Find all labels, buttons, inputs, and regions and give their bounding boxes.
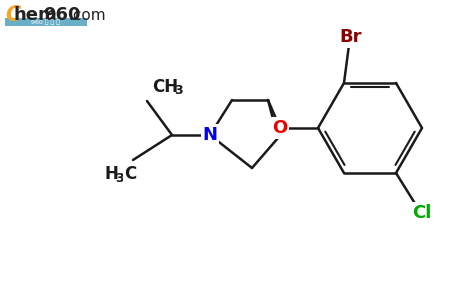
Text: Cl: Cl	[412, 204, 432, 222]
Text: N: N	[202, 126, 218, 144]
Text: C: C	[124, 165, 136, 183]
Text: .com: .com	[68, 8, 106, 23]
Text: 960 化 工 网: 960 化 工 网	[31, 19, 61, 25]
Text: 3: 3	[115, 171, 124, 185]
FancyBboxPatch shape	[5, 18, 87, 26]
Text: hem: hem	[14, 6, 58, 24]
Text: 3: 3	[174, 84, 182, 98]
Text: CH: CH	[152, 78, 178, 96]
Text: H: H	[105, 165, 119, 183]
Text: 960: 960	[43, 6, 81, 24]
Text: O: O	[273, 119, 288, 137]
Text: C: C	[5, 5, 20, 25]
Text: Br: Br	[340, 28, 362, 46]
